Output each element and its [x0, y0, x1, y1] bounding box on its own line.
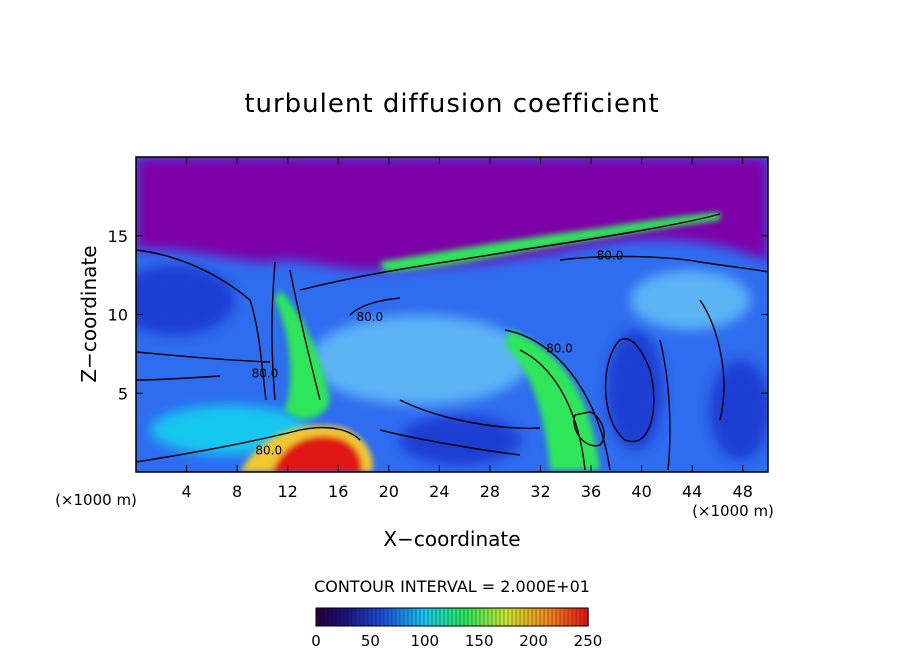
blue-core-bottom	[400, 415, 520, 465]
contour-label: 80.0	[252, 367, 279, 381]
blue-core-left	[136, 265, 235, 335]
contour-lines	[136, 213, 768, 471]
upper-shear-band	[380, 212, 720, 272]
colorbar-ticks: 0 50 100 150 200 250	[311, 632, 602, 650]
colorbar-tick-label: 100	[410, 632, 439, 650]
contour-label-group: 80.0 80.0 80.0 80.0 80.0	[252, 248, 624, 457]
colorbar: 0 50 100 150 200 250	[311, 607, 602, 650]
colorbar-tick-label: 250	[574, 632, 603, 650]
x-tick-label: 36	[581, 482, 601, 501]
colorbar-tick-label: 150	[465, 632, 494, 650]
blue-core-right	[607, 330, 663, 450]
heatmap-field	[136, 157, 768, 472]
x-tick-label: 28	[480, 482, 500, 501]
y-tick-label: 10	[108, 306, 128, 325]
colorbar-cells	[315, 607, 589, 627]
x-unit-label-right: (×1000 m)	[692, 502, 774, 520]
light-band-mid	[310, 315, 530, 405]
contour-label: 80.0	[597, 248, 624, 262]
colorbar-tick-label: 0	[311, 632, 321, 650]
colorbar-tick-label: 200	[519, 632, 548, 650]
colorbar-frame	[315, 607, 589, 627]
y-axis-label: Z−coordinate	[77, 245, 101, 382]
x-tick-label: 48	[733, 482, 753, 501]
contour-interval-text: CONTOUR INTERVAL = 2.000E+01	[314, 577, 590, 596]
y-tick-label: 15	[108, 227, 128, 246]
contour-label: 80.0	[356, 310, 383, 324]
contour-label: 80.0	[546, 341, 573, 355]
x-tick-label: 20	[379, 482, 399, 501]
x-tick-label: 44	[682, 482, 702, 501]
blue-core-far-right	[710, 360, 768, 460]
chart-title: turbulent diffusion coefficient	[244, 89, 659, 119]
x-axis-ticks: 4 8 12 16 20 24 28 32 36 40 44 48	[181, 157, 753, 501]
green-arc-right	[505, 330, 600, 470]
x-tick-label: 24	[429, 482, 449, 501]
x-tick-label: 8	[232, 482, 242, 501]
upper-layer	[136, 157, 768, 271]
x-tick-label: 12	[278, 482, 298, 501]
x-tick-label: 40	[631, 482, 651, 501]
x-unit-label-left: (×1000 m)	[55, 491, 137, 509]
x-axis-label: X−coordinate	[383, 527, 520, 551]
x-tick-label: 16	[328, 482, 348, 501]
contour-label: 80.0	[255, 444, 282, 458]
light-band-right	[630, 270, 750, 330]
x-tick-label: 4	[181, 482, 191, 501]
hot-spot-rim	[240, 425, 373, 472]
x-tick-label: 32	[530, 482, 550, 501]
y-axis-ticks: 5 10 15	[108, 227, 768, 403]
colorbar-tick-label: 50	[361, 632, 380, 650]
y-tick-label: 5	[118, 384, 128, 403]
